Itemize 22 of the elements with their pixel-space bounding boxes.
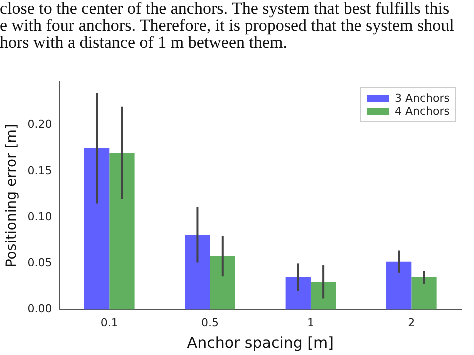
x-tick-label: 0.1 [100,316,118,330]
y-tick-label: 0.20 [28,118,52,132]
bar [310,282,336,310]
text: close to the center of the anchors. The system that best fulfills this [0,0,451,18]
x-axis-title: Anchor spacing [m] [187,334,334,352]
bar [185,235,210,310]
bar [110,153,135,310]
y-tick-label: 0.15 [28,164,52,178]
x-tick-label: 1 [307,316,314,330]
y-axis-title: Positioning error [m] [4,124,20,268]
bar [210,256,236,310]
bar [386,262,412,310]
x-tick-label: 2 [408,316,416,330]
bar [84,148,110,310]
x-tick-label: 0.5 [202,316,220,330]
bar [412,278,437,310]
y-tick-label: 0.10 [28,210,52,224]
y-tick-label: 0.00 [28,302,52,316]
bar [286,278,311,310]
legend-label: 4 Anchors [395,104,450,118]
y-tick-label: 0.05 [28,256,52,270]
legend-label: 3 Anchors [395,92,450,105]
